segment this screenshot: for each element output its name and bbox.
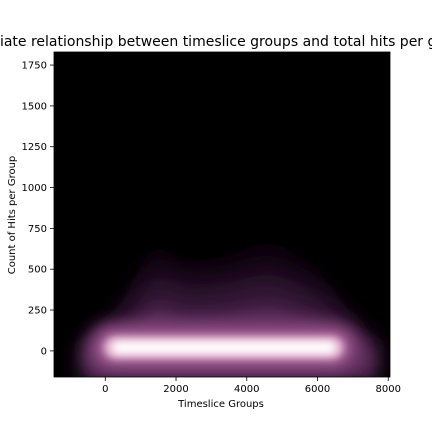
x-tick-label: 0	[102, 384, 108, 395]
y-tick-label: 750	[28, 224, 47, 235]
y-axis-label: Count of Hits per Group	[7, 156, 18, 275]
y-tick-label: 0	[41, 346, 47, 357]
y-tick-label: 1000	[22, 183, 47, 194]
x-tick-label: 8000	[376, 384, 401, 395]
y-tick-label: 1250	[22, 142, 47, 153]
chart-title: Bivariate relationship between timeslice…	[0, 34, 432, 50]
y-tick-label: 1500	[22, 101, 47, 112]
plot-frame	[53, 51, 391, 378]
x-tick-label: 6000	[305, 384, 330, 395]
x-tick-label: 4000	[234, 384, 259, 395]
density-core-peak	[112, 341, 336, 354]
x-tick-label: 2000	[163, 384, 188, 395]
y-tick-label: 1750	[22, 61, 47, 72]
density-surface	[84, 236, 375, 377]
y-tick-label: 500	[28, 265, 47, 276]
y-axis: 0 250 500 750 1000 1250 1500 1750	[22, 61, 54, 357]
y-tick-label: 250	[28, 306, 47, 317]
x-axis-label: Timeslice Groups	[177, 399, 264, 410]
x-axis: 0 2000 4000 6000 8000	[102, 377, 401, 395]
